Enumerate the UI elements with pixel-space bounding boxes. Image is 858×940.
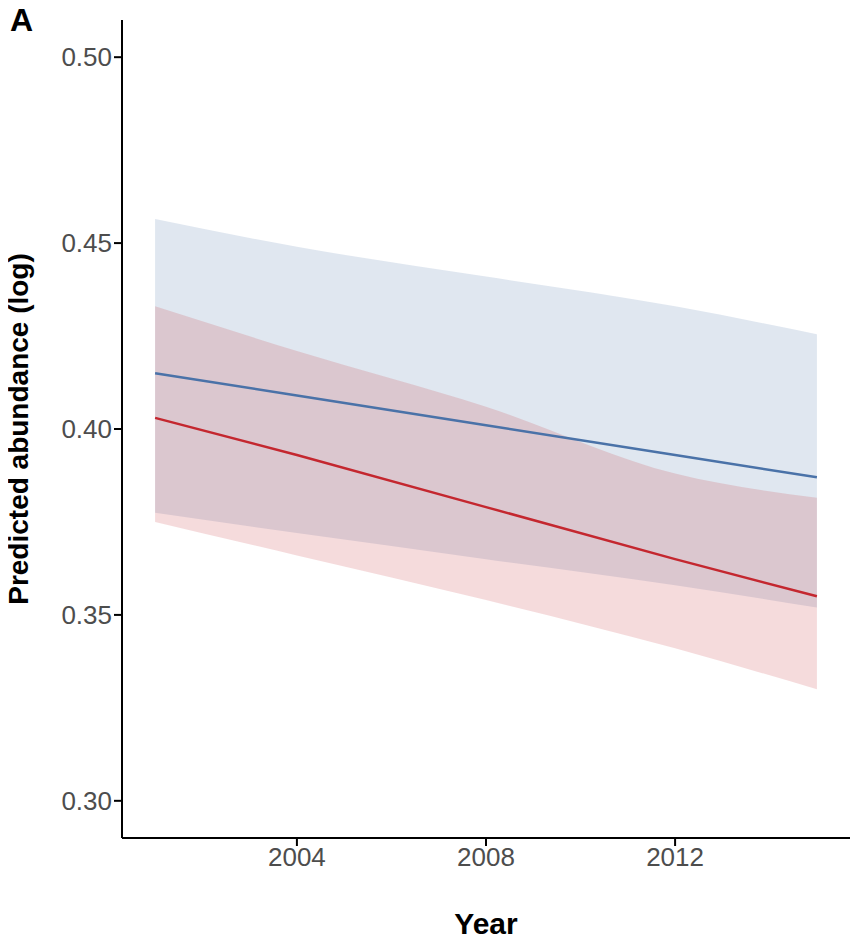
svg-text:2004: 2004 — [268, 842, 326, 872]
svg-text:0.40: 0.40 — [61, 414, 112, 444]
svg-text:0.35: 0.35 — [61, 600, 112, 630]
svg-text:0.30: 0.30 — [61, 786, 112, 816]
svg-text:Year: Year — [454, 907, 518, 938]
html-text:A: A — [10, 2, 34, 38]
svg-text:2012: 2012 — [646, 842, 704, 872]
svg-text:2008: 2008 — [457, 842, 515, 872]
svg-text:0.45: 0.45 — [61, 228, 112, 258]
svg-text:Predicted abundance (log): Predicted abundance (log) — [8, 253, 34, 605]
svg-text:0.50: 0.50 — [61, 42, 112, 72]
